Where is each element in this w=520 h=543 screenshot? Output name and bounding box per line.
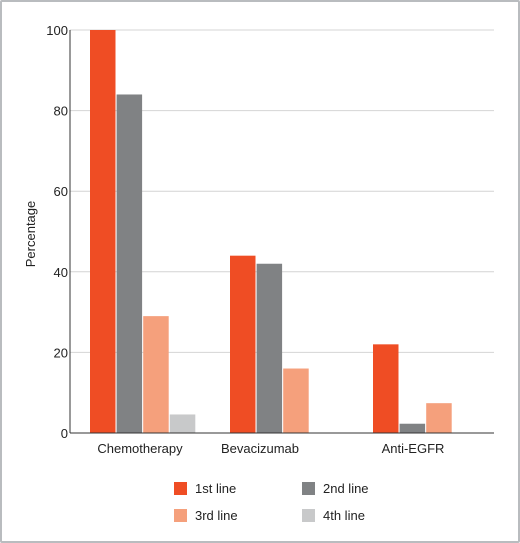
x-axis-ticks: Chemotherapy Bevacizumab Anti-EGFR: [97, 441, 444, 456]
legend: 1st line 2nd line 3rd line 4th line: [174, 481, 369, 523]
legend-label: 4th line: [323, 508, 365, 523]
x-tick-label: Chemotherapy: [97, 441, 183, 456]
bar-3-2: [426, 403, 452, 433]
bar-3-1: [283, 368, 309, 433]
y-axis-ticks: 0 20 40 60 80 100: [46, 23, 68, 441]
y-tick-label: 0: [61, 426, 68, 441]
legend-label: 3rd line: [195, 508, 238, 523]
y-tick-label: 60: [54, 184, 68, 199]
bar-2-2: [399, 423, 426, 433]
x-tick-label: Anti-EGFR: [382, 441, 445, 456]
bar-1-0: [90, 30, 116, 433]
y-tick-label: 20: [54, 345, 68, 360]
legend-label: 2nd line: [323, 481, 369, 496]
bar-1-2: [373, 344, 399, 433]
y-tick-label: 80: [54, 104, 68, 119]
y-tick-label: 40: [54, 265, 68, 280]
x-tick-label: Bevacizumab: [221, 441, 299, 456]
bar-2-0: [116, 94, 143, 433]
legend-swatch: [302, 509, 315, 522]
bar-2-1: [256, 263, 283, 433]
legend-label: 1st line: [195, 481, 236, 496]
legend-swatch: [174, 482, 187, 495]
bar-4-0: [169, 414, 196, 433]
legend-swatch: [174, 509, 187, 522]
y-axis-title: Percentage: [23, 201, 38, 268]
y-tick-label: 100: [46, 23, 68, 38]
bar-3-0: [143, 316, 169, 433]
legend-swatch: [302, 482, 315, 495]
bar-1-1: [230, 255, 256, 433]
bars: [90, 30, 452, 433]
